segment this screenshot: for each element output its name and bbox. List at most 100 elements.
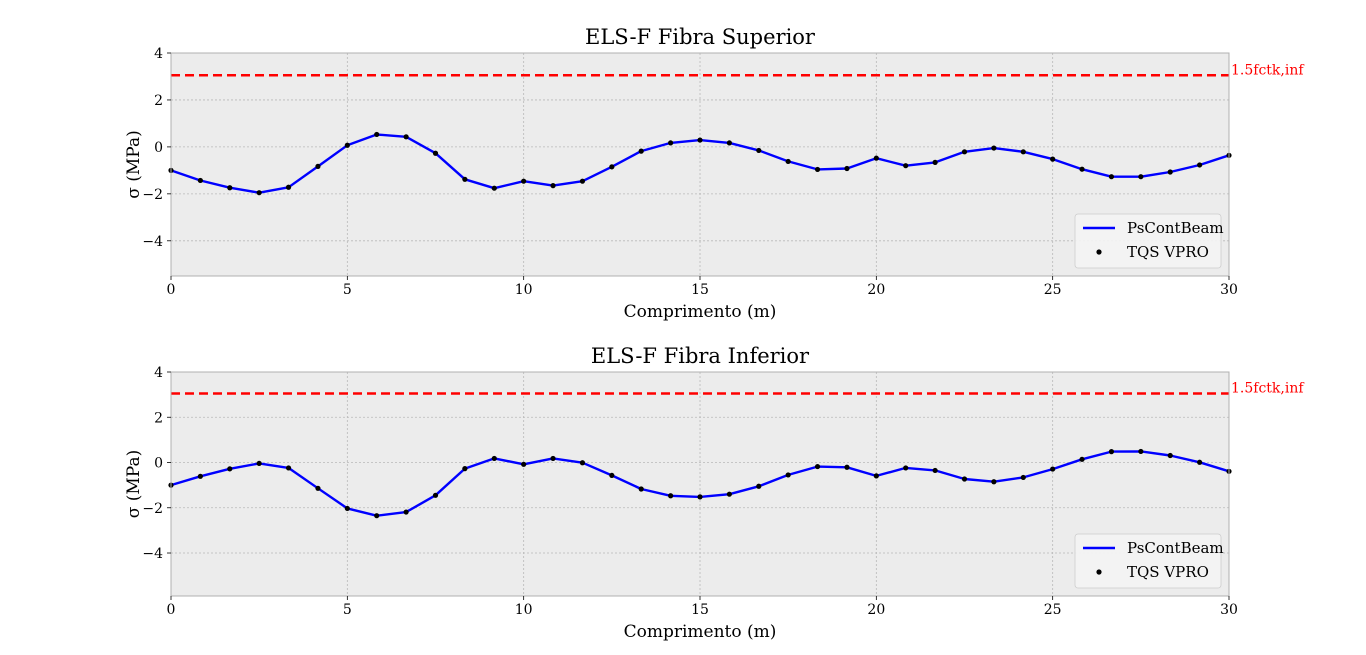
x-tick-label: 15 <box>691 282 709 298</box>
chart-title-superior: ELS-F Fibra Superior <box>585 25 816 49</box>
data-point-tqs-vpro <box>726 491 732 497</box>
legend-superior: PsContBeam TQS VPRO <box>1074 213 1224 269</box>
data-point-tqs-vpro <box>638 486 644 492</box>
data-point-tqs-vpro <box>403 134 409 140</box>
data-point-tqs-vpro <box>991 145 997 151</box>
x-tick-label: 20 <box>867 282 885 298</box>
data-point-tqs-vpro <box>1020 149 1026 155</box>
data-point-tqs-vpro <box>1079 456 1085 462</box>
data-point-tqs-vpro <box>432 492 439 498</box>
data-point-tqs-vpro <box>873 155 879 161</box>
data-point-tqs-vpro <box>403 509 409 515</box>
limit-line-label-inferior: 1.5fctk,inf <box>1231 380 1305 396</box>
marks-superior <box>168 74 1232 196</box>
x-tick-label: 10 <box>515 282 533 298</box>
data-point-tqs-vpro <box>785 158 791 165</box>
x-tick-label: 5 <box>343 282 352 298</box>
legend-label-pscontbeam-superior: PsContBeam <box>1127 219 1224 237</box>
data-point-tqs-vpro <box>432 150 439 156</box>
y-axis-label-superior: σ (MPa) <box>124 130 144 199</box>
x-tick-label: 0 <box>167 282 176 298</box>
x-tick-label: 30 <box>1220 282 1238 298</box>
data-point-tqs-vpro <box>550 183 556 189</box>
x-tick-label: 25 <box>1044 602 1062 618</box>
data-point-tqs-vpro <box>1167 169 1173 175</box>
data-point-tqs-vpro <box>903 465 909 471</box>
data-point-tqs-vpro <box>256 190 262 196</box>
x-tick-label: 25 <box>1044 282 1062 298</box>
marks-inferior <box>168 392 1232 519</box>
y-axis-label-inferior: σ (MPa) <box>124 450 144 519</box>
data-point-tqs-vpro <box>609 164 615 170</box>
limit-line-label-superior: 1.5fctk,inf <box>1231 62 1305 78</box>
data-point-tqs-vpro <box>197 473 203 479</box>
y-tick-label: 2 <box>154 93 163 109</box>
data-point-tqs-vpro <box>638 148 644 154</box>
data-point-tqs-vpro <box>1138 174 1144 180</box>
data-point-tqs-vpro <box>844 165 850 172</box>
data-point-tqs-vpro <box>197 177 203 184</box>
y-tick-label: −4 <box>142 546 163 562</box>
legend-dot-swatch-inferior <box>1096 569 1102 575</box>
data-point-tqs-vpro <box>344 505 350 512</box>
data-point-tqs-vpro <box>961 476 968 482</box>
data-point-tqs-vpro <box>579 460 586 466</box>
y-tick-label: 0 <box>154 456 163 472</box>
legend-dot-swatch-superior <box>1096 249 1102 255</box>
data-point-tqs-vpro <box>668 493 674 499</box>
data-point-tqs-vpro <box>814 166 821 173</box>
data-point-tqs-vpro <box>374 513 380 519</box>
chart-title-inferior: ELS-F Fibra Inferior <box>591 344 810 368</box>
data-point-tqs-vpro <box>932 159 938 165</box>
data-point-tqs-vpro <box>756 483 762 489</box>
legend-label-pscontbeam-inferior: PsContBeam <box>1127 539 1224 557</box>
data-point-tqs-vpro <box>756 147 762 154</box>
y-tick-label: 0 <box>154 140 163 156</box>
data-point-tqs-vpro <box>1108 449 1115 455</box>
data-point-tqs-vpro <box>227 185 233 191</box>
data-point-tqs-vpro <box>814 463 821 470</box>
data-point-tqs-vpro <box>579 178 586 184</box>
data-point-tqs-vpro <box>285 184 292 190</box>
y-tick-label: 2 <box>154 410 163 426</box>
data-point-tqs-vpro <box>521 461 527 467</box>
y-tick-label: −4 <box>142 234 163 250</box>
x-tick-label: 0 <box>167 602 176 618</box>
data-point-tqs-vpro <box>1197 459 1203 465</box>
data-point-tqs-vpro <box>1020 474 1026 481</box>
legend-label-tqs-vpro-inferior: TQS VPRO <box>1127 563 1209 581</box>
y-tick-label: −2 <box>142 501 163 517</box>
legend-inferior: PsContBeam TQS VPRO <box>1074 533 1224 589</box>
y-tick-label: 4 <box>154 46 163 62</box>
data-point-tqs-vpro <box>521 178 527 184</box>
data-point-tqs-vpro <box>315 485 321 491</box>
data-point-tqs-vpro <box>491 455 497 462</box>
data-point-tqs-vpro <box>873 473 879 479</box>
data-point-tqs-vpro <box>315 163 321 169</box>
data-point-tqs-vpro <box>462 466 468 472</box>
data-point-tqs-vpro <box>844 464 850 470</box>
x-tick-label: 30 <box>1220 602 1238 618</box>
data-point-tqs-vpro <box>697 494 703 500</box>
data-point-tqs-vpro <box>256 460 262 467</box>
data-point-tqs-vpro <box>285 465 292 471</box>
x-tick-label: 10 <box>515 602 533 618</box>
legend-label-tqs-vpro-superior: TQS VPRO <box>1127 243 1209 261</box>
data-point-tqs-vpro <box>227 466 233 472</box>
x-tick-label: 15 <box>691 602 709 618</box>
data-point-tqs-vpro <box>1050 466 1056 472</box>
data-point-tqs-vpro <box>491 185 497 191</box>
data-point-tqs-vpro <box>1079 166 1085 172</box>
data-point-tqs-vpro <box>903 163 909 169</box>
x-axis-label-superior: Comprimento (m) <box>624 302 777 322</box>
data-point-tqs-vpro <box>991 479 997 485</box>
x-axis-label-inferior: Comprimento (m) <box>624 622 777 642</box>
data-point-tqs-vpro <box>1050 156 1056 162</box>
data-point-tqs-vpro <box>785 472 791 478</box>
data-point-tqs-vpro <box>726 140 732 146</box>
